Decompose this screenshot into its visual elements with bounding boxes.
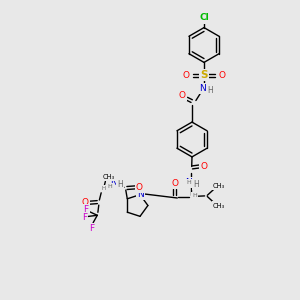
Text: O: O — [171, 179, 178, 188]
Text: H: H — [193, 180, 199, 189]
Text: O: O — [218, 70, 226, 80]
Text: CH₃: CH₃ — [102, 174, 114, 180]
Text: O: O — [178, 91, 186, 100]
Text: CH₃: CH₃ — [213, 202, 225, 208]
Text: H: H — [186, 180, 191, 185]
Text: N: N — [110, 178, 117, 187]
Text: H: H — [108, 184, 112, 189]
Text: H: H — [192, 193, 197, 198]
Text: O: O — [136, 183, 143, 192]
Text: F: F — [82, 213, 87, 222]
Text: H: H — [117, 180, 123, 189]
Text: O: O — [182, 70, 190, 80]
Text: Cl: Cl — [199, 14, 209, 22]
Text: O: O — [82, 198, 89, 207]
Text: F: F — [83, 206, 88, 214]
Text: F: F — [89, 224, 94, 233]
Text: CH₃: CH₃ — [213, 183, 225, 189]
Text: N: N — [200, 84, 206, 93]
Text: H: H — [102, 186, 106, 191]
Text: S: S — [200, 70, 208, 80]
Text: H: H — [208, 86, 214, 95]
Text: N: N — [137, 190, 144, 199]
Text: N: N — [185, 178, 192, 187]
Text: O: O — [200, 162, 208, 171]
